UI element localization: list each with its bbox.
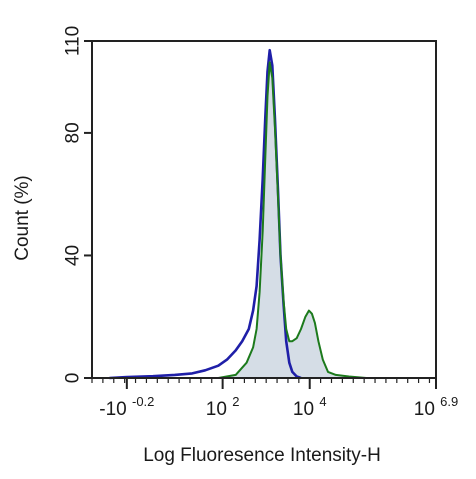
series-2-fill [218, 62, 367, 379]
y-axis-title: Count (%) [12, 175, 33, 261]
x-tick-label-exponent: 4 [319, 394, 326, 409]
plot-area [91, 40, 437, 380]
x-tick-label-base: 10 [293, 399, 319, 420]
y-axis: 0 40 80 110 [63, 26, 92, 383]
x-tick-label-base: -10 [99, 399, 132, 420]
y-tick-label: 0 [63, 373, 84, 384]
x-tick-label-base: 10 [414, 399, 440, 420]
y-tick-label: 110 [63, 26, 84, 56]
y-tick-label: 40 [63, 245, 84, 266]
x-tick-label-exponent: 6.9 [440, 394, 458, 409]
y-tick-label: 80 [63, 122, 84, 143]
x-tick-label: 10 4 [293, 394, 327, 420]
x-axis-title: Log Fluoresence Intensity-H [143, 445, 381, 466]
series-2-line [218, 61, 367, 379]
x-axis: -10 -0.2 10 2 10 4 10 6.9 [91, 378, 459, 420]
x-tick-label: -10 -0.2 [99, 394, 154, 420]
x-tick-label-exponent: -0.2 [132, 394, 154, 409]
plot-frame [91, 40, 437, 379]
x-tick-label: 10 2 [206, 394, 240, 420]
x-tick-label: 10 6.9 [414, 394, 459, 420]
x-tick-label-base: 10 [206, 399, 232, 420]
x-tick-label-exponent: 2 [232, 394, 239, 409]
